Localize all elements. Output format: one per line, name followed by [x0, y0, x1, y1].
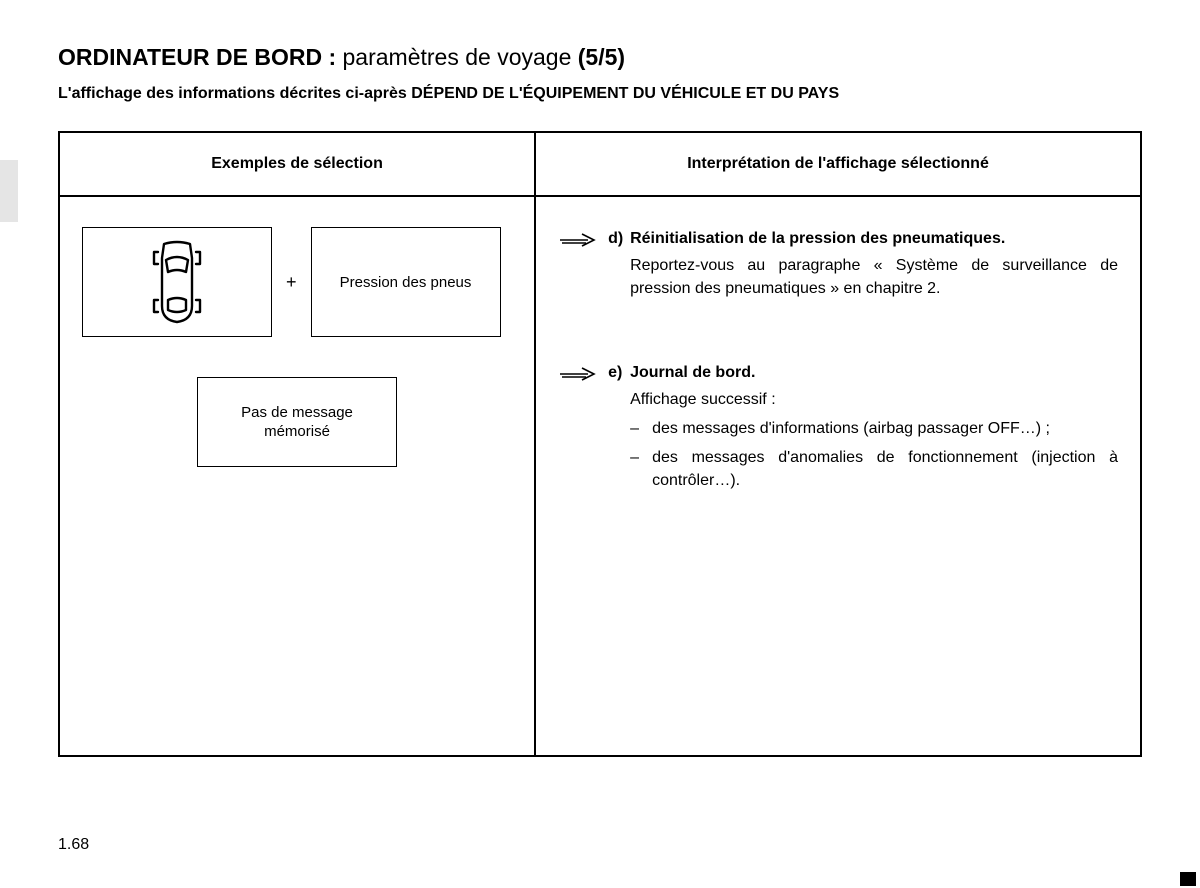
print-crop-mark — [1180, 872, 1196, 886]
list-item: des messages d'informations (airbag pass… — [630, 417, 1118, 440]
interpretation-e: e) Journal de bord. Affichage successif … — [558, 361, 1118, 499]
side-tab — [0, 160, 18, 222]
interp-letter-e: e) — [608, 361, 630, 384]
interpretation-cell: d) Réinitialisation de la pression des p… — [535, 196, 1141, 756]
display-box-no-message: Pas de message mémorisé — [197, 377, 397, 467]
selection-example-no-message: Pas de message mémorisé — [82, 377, 512, 467]
title-main: ORDINATEUR DE BORD : — [58, 44, 343, 70]
car-top-view-tyre-pressure-icon — [148, 238, 206, 326]
page-subtitle: L'affichage des informations décrites ci… — [58, 85, 1142, 103]
table-header-right: Interprétation de l'affichage sélectionn… — [535, 132, 1141, 196]
list-item: des messages d'anomalies de fonctionneme… — [630, 446, 1118, 492]
selection-example-tyre-pressure: + Pression des pneus — [82, 227, 512, 337]
arrow-icon — [558, 361, 608, 388]
selection-cell: + Pression des pneus Pas de message mémo… — [59, 196, 535, 756]
interpretation-e-body: e) Journal de bord. Affichage successif … — [608, 361, 1118, 499]
arrow-icon — [558, 227, 608, 254]
interpretation-d: d) Réinitialisation de la pression des p… — [558, 227, 1118, 301]
interp-title-d: Réinitialisation de la pression des pneu… — [630, 227, 1005, 250]
interp-text-d: Reportez-vous au paragraphe « Système de… — [630, 254, 1118, 300]
display-box-car-icon — [82, 227, 272, 337]
interpretation-d-body: d) Réinitialisation de la pression des p… — [608, 227, 1118, 301]
interp-text-e: Affichage successif : — [630, 388, 1118, 411]
page-title: ORDINATEUR DE BORD : paramètres de voyag… — [58, 44, 1142, 71]
parameters-table: Exemples de sélection Interprétation de … — [58, 131, 1142, 757]
interp-title-e: Journal de bord. — [630, 361, 755, 384]
page-number: 1.68 — [58, 836, 89, 854]
table-header-left: Exemples de sélection — [59, 132, 535, 196]
interp-list-e: des messages d'informations (airbag pass… — [630, 417, 1118, 493]
title-sub: paramètres de voyage — [343, 44, 578, 70]
manual-page: ORDINATEUR DE BORD : paramètres de voyag… — [0, 0, 1200, 757]
title-page-count: (5/5) — [578, 44, 625, 70]
interp-letter-d: d) — [608, 227, 630, 250]
display-box-pression-pneus: Pression des pneus — [311, 227, 501, 337]
plus-sign: + — [286, 272, 297, 293]
